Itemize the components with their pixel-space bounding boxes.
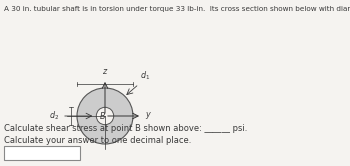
Text: Calculate shear stress at point B shown above: ______ psi.: Calculate shear stress at point B shown … bbox=[4, 124, 247, 133]
Text: $d_1$: $d_1$ bbox=[140, 70, 150, 82]
Text: $y$: $y$ bbox=[145, 111, 152, 122]
Circle shape bbox=[96, 107, 114, 125]
Text: Calculate your answer to one decimal place.: Calculate your answer to one decimal pla… bbox=[4, 136, 191, 145]
Circle shape bbox=[77, 88, 133, 144]
Text: $d_2$: $d_2$ bbox=[49, 110, 59, 122]
Text: A 30 in. tubular shaft is in torsion under torque 33 lb-in.  Its cross section s: A 30 in. tubular shaft is in torsion und… bbox=[4, 6, 350, 12]
Text: $z$: $z$ bbox=[102, 67, 108, 76]
Bar bbox=[4, 146, 80, 160]
Text: $B$: $B$ bbox=[99, 111, 106, 122]
